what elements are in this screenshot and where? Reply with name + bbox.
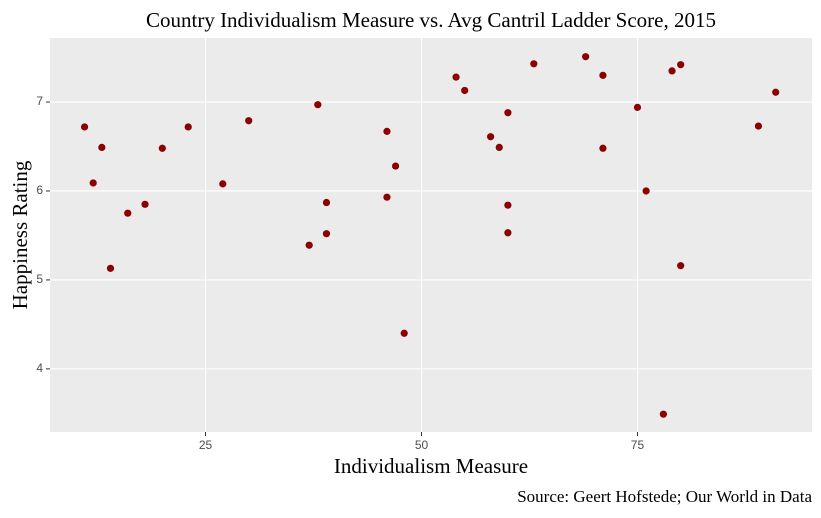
y-tick-label: 4 [36,361,43,375]
point [452,73,460,81]
point [772,88,780,96]
y-tick-label: 7 [36,94,43,108]
point [141,200,149,208]
point [158,144,166,152]
point [677,262,685,270]
x-tick-label: 50 [415,438,429,452]
point [305,241,313,249]
point [668,67,676,75]
point [98,143,106,151]
panel [50,38,812,432]
point [106,264,115,272]
point [400,329,408,337]
x-tick-label: 25 [199,438,213,452]
point [322,198,331,207]
point [391,162,400,170]
point [495,143,503,151]
point [504,109,512,117]
point [314,101,322,109]
point [383,193,391,201]
point [219,180,227,188]
point [633,103,642,111]
point [245,117,253,125]
y-axis-label: Happiness Rating [8,160,32,309]
point [582,53,590,61]
point [642,187,650,195]
y-tick-label: 6 [36,183,43,197]
point [677,61,685,69]
point [599,71,607,79]
point [461,86,469,95]
point [184,123,192,131]
point [504,229,512,237]
point [599,144,607,152]
point [530,60,538,68]
point [322,230,331,238]
caption: Source: Geert Hofstede; Our World in Dat… [517,487,812,506]
y-tick-label: 5 [36,272,43,286]
point [80,123,89,131]
point [89,179,97,187]
point [383,127,391,135]
point [659,410,668,418]
x-axis-label: Individualism Measure [334,454,528,478]
point [124,209,132,217]
point [504,201,512,209]
point [487,133,495,141]
point [754,122,763,130]
x-tick-label: 75 [631,438,645,452]
chart-title: Country Individualism Measure vs. Avg Ca… [146,8,716,32]
